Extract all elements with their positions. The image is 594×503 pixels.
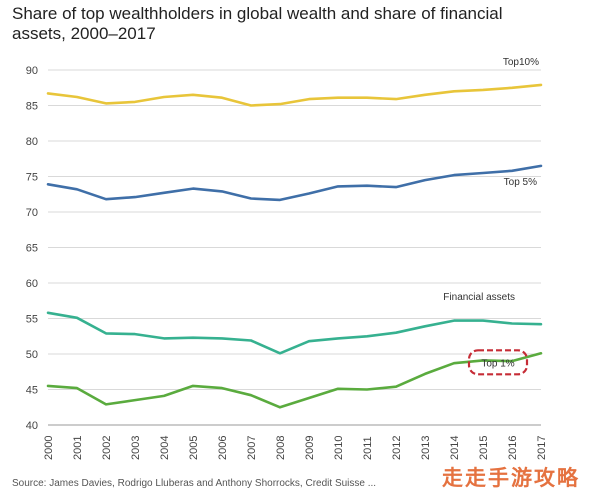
y-tick-label: 60 [26, 278, 38, 290]
x-tick-label: 2013 [420, 436, 432, 460]
watermark-logo: 走走手游攻略 [442, 467, 580, 490]
source-note: Source: James Davies, Rodrigo Lluberas a… [12, 478, 377, 489]
series-lines [46, 83, 543, 409]
chart-title: Share of top wealthholders in global wea… [12, 4, 503, 43]
y-tick-label: 75 [26, 172, 38, 184]
series-line [46, 311, 543, 355]
x-tick-label: 2002 [101, 436, 113, 460]
series-label: Financial assets [443, 292, 515, 303]
y-tick-label: 90 [26, 65, 38, 77]
x-tick-label: 2000 [43, 436, 55, 460]
x-tick-label: 2010 [333, 436, 345, 460]
y-tick-label: 40 [26, 420, 38, 432]
x-tick-label: 2011 [362, 436, 374, 460]
series-line [46, 164, 543, 202]
x-tick-label: 2014 [449, 436, 461, 460]
x-tick-label: 2008 [275, 436, 287, 460]
highlight-box [467, 349, 529, 376]
y-tick-label: 80 [26, 136, 38, 148]
x-tick-label: 2004 [159, 436, 171, 460]
x-tick-label: 2006 [217, 436, 229, 460]
x-tick-label: 2007 [246, 436, 258, 460]
series-line [46, 83, 543, 107]
x-tick-label: 2016 [507, 436, 519, 460]
series-label: Top10% [503, 57, 539, 68]
series-line [46, 351, 543, 409]
x-tick-label: 2001 [72, 436, 84, 460]
x-axis-ticks: 2000 2001 2002 2003 2004 2005 2006 2007 2008 2009… [43, 436, 548, 460]
y-tick-label: 85 [26, 101, 38, 113]
x-tick-label: 2009 [304, 436, 316, 460]
y-tick-label: 50 [26, 349, 38, 361]
y-tick-label: 45 [26, 385, 38, 397]
y-tick-label: 55 [26, 314, 38, 326]
series-label: Top 5% [504, 177, 537, 188]
series-label: Top 1% [481, 358, 514, 369]
series-labels: Top10% Top 5% Financial assets Top 1% [443, 57, 539, 376]
x-tick-label: 2015 [478, 436, 490, 460]
x-tick-label: 2017 [536, 436, 548, 460]
x-tick-label: 2005 [188, 436, 200, 460]
y-axis-ticks: 40 45 50 55 60 65 70 75 80 85 90 [26, 65, 38, 432]
y-tick-label: 70 [26, 207, 38, 219]
gridlines [48, 69, 541, 426]
y-tick-label: 65 [26, 243, 38, 255]
x-tick-label: 2012 [391, 436, 403, 460]
x-tick-label: 2003 [130, 436, 142, 460]
